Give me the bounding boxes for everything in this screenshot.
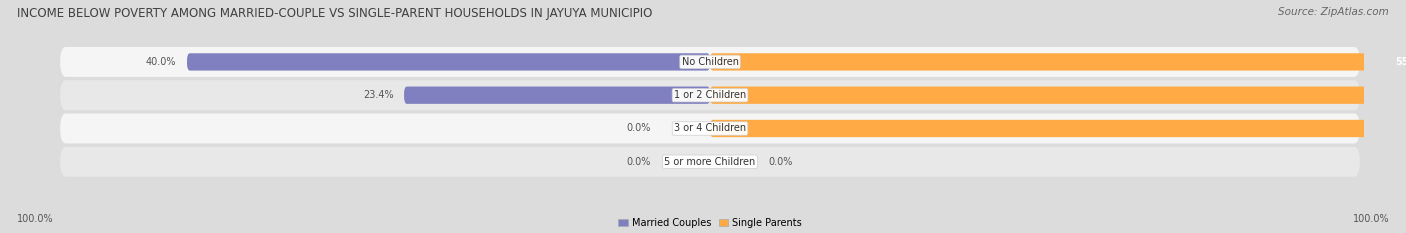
Text: 100.0%: 100.0%	[17, 214, 53, 224]
Text: 5 or more Children: 5 or more Children	[665, 157, 755, 167]
FancyBboxPatch shape	[60, 147, 1360, 177]
FancyBboxPatch shape	[60, 80, 1360, 110]
FancyBboxPatch shape	[404, 86, 710, 104]
FancyBboxPatch shape	[60, 47, 1360, 77]
Text: 100.0%: 100.0%	[1353, 214, 1389, 224]
Text: 55.8%: 55.8%	[1395, 57, 1406, 67]
Text: INCOME BELOW POVERTY AMONG MARRIED-COUPLE VS SINGLE-PARENT HOUSEHOLDS IN JAYUYA : INCOME BELOW POVERTY AMONG MARRIED-COUPL…	[17, 7, 652, 20]
Text: 0.0%: 0.0%	[627, 157, 651, 167]
Text: Source: ZipAtlas.com: Source: ZipAtlas.com	[1278, 7, 1389, 17]
FancyBboxPatch shape	[60, 113, 1360, 144]
Text: 0.0%: 0.0%	[769, 157, 793, 167]
Text: 3 or 4 Children: 3 or 4 Children	[673, 123, 747, 134]
Legend: Married Couples, Single Parents: Married Couples, Single Parents	[616, 216, 804, 230]
Text: 1 or 2 Children: 1 or 2 Children	[673, 90, 747, 100]
Text: 23.4%: 23.4%	[363, 90, 394, 100]
Text: 0.0%: 0.0%	[627, 123, 651, 134]
FancyBboxPatch shape	[710, 53, 1406, 71]
FancyBboxPatch shape	[710, 86, 1406, 104]
Text: 40.0%: 40.0%	[146, 57, 177, 67]
FancyBboxPatch shape	[710, 120, 1406, 137]
FancyBboxPatch shape	[187, 53, 710, 71]
Text: No Children: No Children	[682, 57, 738, 67]
